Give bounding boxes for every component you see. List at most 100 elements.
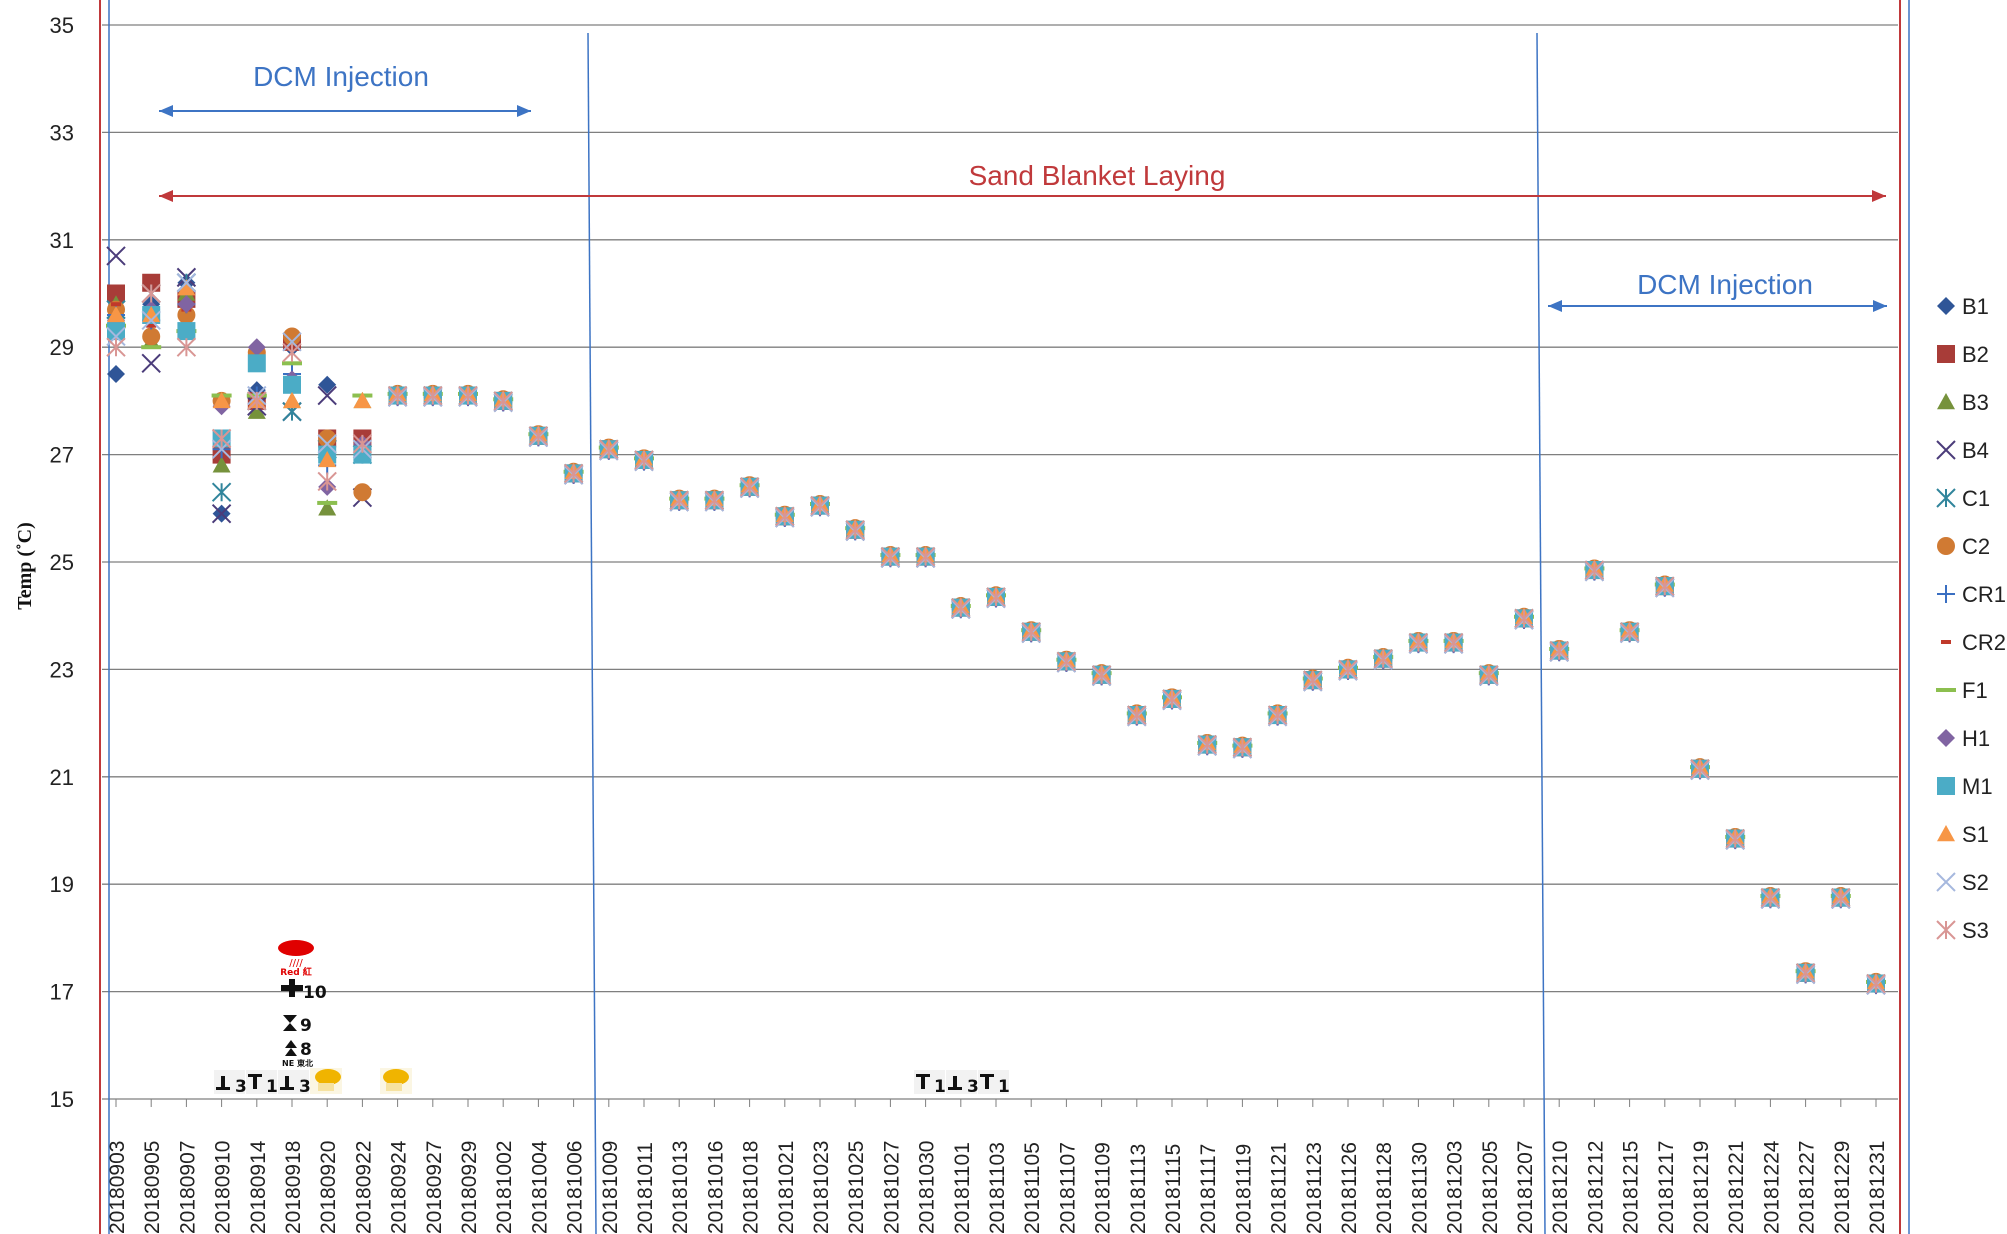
data-point-s3 <box>528 426 549 446</box>
data-point-s3 <box>1162 689 1182 709</box>
x-tick-label: 20181025 <box>845 1141 868 1234</box>
x-tick-label: 20181103 <box>986 1142 1009 1234</box>
data-point-s3 <box>1338 659 1358 680</box>
data-point-b3 <box>318 499 337 516</box>
x-tick-label: 20181101 <box>951 1142 974 1234</box>
data-point-cr2 <box>111 302 121 307</box>
data-point-s3 <box>211 428 232 449</box>
data-point-s3 <box>317 471 337 492</box>
x-tick-label: 20181013 <box>669 1141 692 1234</box>
data-point-s3 <box>247 391 267 411</box>
data-point-s3 <box>1831 887 1851 908</box>
sunny-icon-a <box>310 1068 342 1094</box>
x-tick-label: 20181115 <box>1162 1144 1185 1234</box>
legend-item-c1: C1 <box>1936 486 1990 511</box>
x-tick-label: 20181224 <box>1760 1140 1783 1234</box>
x-tick-label: 20180922 <box>352 1141 375 1234</box>
data-point-s2 <box>176 273 197 293</box>
legend-label: C1 <box>1962 486 1990 511</box>
y-tick-label: 19 <box>50 872 74 897</box>
x-tick-label: 20181130 <box>1408 1142 1431 1234</box>
sand-blanket-label: Sand Blanket Laying <box>969 160 1226 191</box>
data-point-s3 <box>634 450 654 470</box>
x-tick-label: 20181027 <box>880 1141 903 1234</box>
data-point-s3 <box>1655 576 1675 596</box>
legend-label: CR2 <box>1962 630 2006 655</box>
y-tick-label: 23 <box>50 657 74 682</box>
signal-t1-label-b: 1 <box>934 1077 946 1097</box>
x-tick-label: 20181123 <box>1303 1142 1326 1234</box>
legend-marker <box>1936 488 1956 508</box>
data-point-s3 <box>1725 828 1745 849</box>
x-tick-label: 20180914 <box>247 1140 270 1234</box>
data-point-s3 <box>986 587 1006 607</box>
legend-label: S3 <box>1962 918 1989 943</box>
x-tick-label: 20181219 <box>1690 1141 1713 1234</box>
annotation-arrows <box>159 105 1887 312</box>
data-point-s3 <box>106 337 126 357</box>
legend-label: B4 <box>1962 438 1989 463</box>
data-point-f1 <box>317 500 338 505</box>
signal-t1-label-a: 1 <box>266 1077 278 1097</box>
y-tick-label: 17 <box>50 980 74 1005</box>
x-tick-label: 20180927 <box>423 1141 446 1234</box>
y-axis-label: Temp (˚C) <box>14 522 36 610</box>
data-point-s2 <box>141 310 161 331</box>
x-tick-label: 20181002 <box>493 1141 516 1234</box>
data-point-s3 <box>599 439 619 459</box>
data-point-s3 <box>1303 670 1323 690</box>
signal-3-label-a: 3 <box>235 1077 247 1097</box>
x-tick-label: 20181231 <box>1866 1141 1889 1234</box>
legend-item-b2: B2 <box>1937 342 1989 367</box>
legend: B1 B2 B3 B4 C1 C2 CR1 CR2 F1 H1 M1 S1 S2 S3 <box>1936 294 2006 943</box>
data-point-s3 <box>1690 759 1710 779</box>
signal-8-direction-label: NE 東北 <box>282 1058 313 1068</box>
signal-8-label: 8 <box>300 1040 312 1060</box>
data-point-s3 <box>880 546 901 567</box>
legend-label: CR1 <box>1962 582 2006 607</box>
data-point-s2 <box>317 434 337 454</box>
legend-item-s2: S2 <box>1936 870 1989 895</box>
signal-9-icon: 9 <box>283 1015 312 1036</box>
signal-t1-icon-a: 1 <box>246 1070 278 1097</box>
data-point-s1 <box>107 305 125 323</box>
data-point-s3 <box>1795 963 1816 983</box>
data-point-c2 <box>283 327 301 346</box>
y-tick-label: 15 <box>50 1087 74 1112</box>
x-tick-label: 20181023 <box>810 1141 833 1234</box>
legend-label: M1 <box>1962 774 1993 799</box>
data-point-s3 <box>1373 648 1393 669</box>
data-points <box>106 246 1886 995</box>
y-tick-label: 33 <box>50 120 74 145</box>
phase-divider-2 <box>1536 32 1546 1234</box>
frame-layer <box>99 0 1910 1234</box>
x-tick-label: 20181215 <box>1620 1141 1643 1234</box>
svg-text:////: //// <box>289 958 303 969</box>
dcm-injection-label-2: DCM Injection <box>1637 269 1813 300</box>
data-point-cr2 <box>146 323 157 328</box>
x-tick-label: 20181016 <box>704 1141 727 1234</box>
data-point-s3 <box>1021 622 1041 642</box>
data-point-s1 <box>177 279 196 296</box>
x-tick-label: 20181227 <box>1796 1141 1819 1234</box>
data-point-b1 <box>107 365 125 384</box>
x-tick-label: 20181030 <box>916 1141 939 1234</box>
data-point-m1 <box>107 322 125 341</box>
y-tick-label: 27 <box>50 443 74 468</box>
signal-3-label-b: 3 <box>299 1077 311 1097</box>
data-point-s3 <box>810 495 830 516</box>
data-point-s3 <box>669 490 689 510</box>
data-point-s1 <box>353 391 372 409</box>
legend-item-cr2: CR2 <box>1941 630 2006 655</box>
x-axis-ticks: 20180903 20180905 20180907 20180910 20180914… <box>106 1099 1889 1234</box>
x-tick-label: 20181109 <box>1092 1142 1115 1234</box>
grid-layer <box>102 24 1898 1100</box>
data-point-h1 <box>177 295 196 314</box>
red-rainstorm-icon: //// Red 紅 <box>278 940 314 978</box>
x-tick-label: 20180920 <box>317 1141 340 1234</box>
legend-item-b4: B4 <box>1936 438 1989 463</box>
data-point-s3 <box>739 477 760 497</box>
legend-marker <box>1937 825 1955 842</box>
